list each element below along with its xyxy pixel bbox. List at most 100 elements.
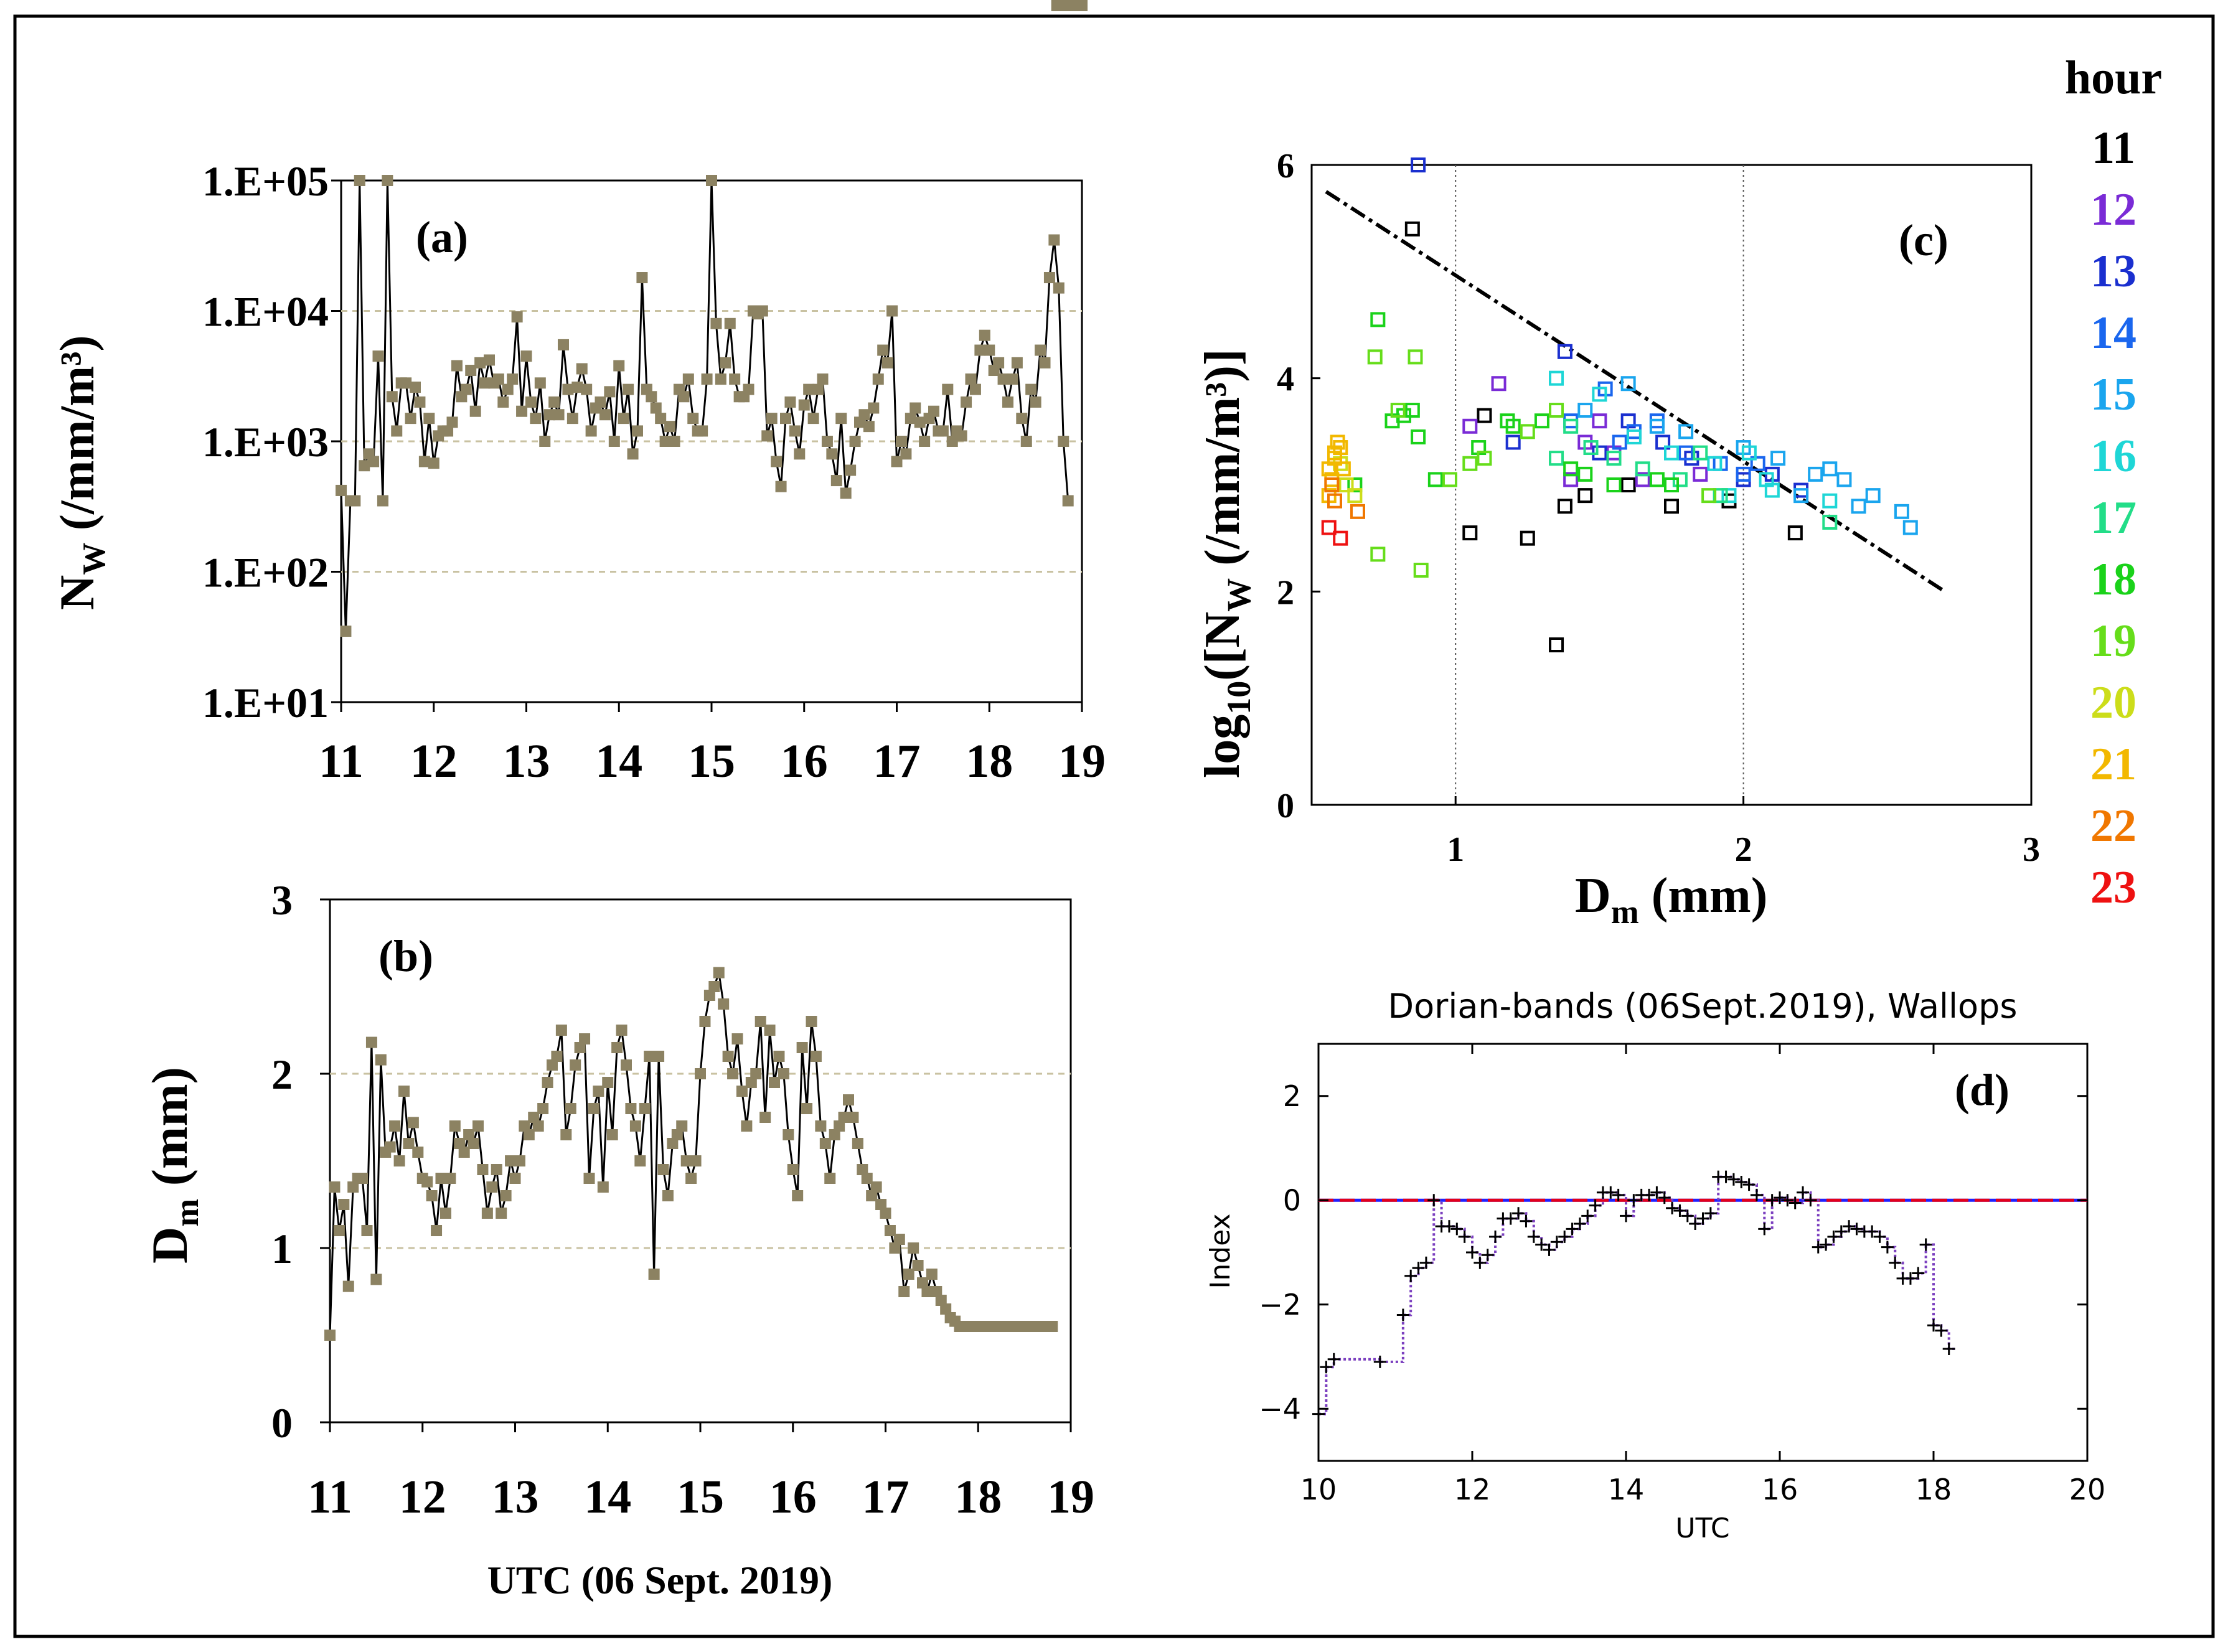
panel-c-point bbox=[1707, 456, 1723, 471]
panel-c-ytick-label: 4 bbox=[1277, 360, 1294, 399]
panel-b-point bbox=[727, 1068, 739, 1079]
panel-b-point bbox=[625, 1103, 637, 1114]
panel-c-point bbox=[1413, 563, 1429, 578]
panel-a-point bbox=[650, 402, 662, 414]
panel-c-point bbox=[1563, 418, 1579, 434]
panel-b-point bbox=[616, 1025, 628, 1036]
panel-a-point bbox=[1035, 344, 1046, 356]
panel-b-point bbox=[477, 1164, 489, 1175]
panel-b-point bbox=[703, 990, 715, 1001]
panel-a-point bbox=[993, 357, 1005, 368]
panel-b-point bbox=[838, 1112, 850, 1123]
panel-b-point bbox=[458, 1147, 470, 1158]
panel-d-point bbox=[1427, 1194, 1441, 1207]
panel-a-ytick-label: 1.E+01 bbox=[202, 679, 329, 726]
panel-a-point bbox=[798, 399, 810, 411]
panel-c-point bbox=[1390, 403, 1406, 418]
legend-hour-label: 21 bbox=[2090, 739, 2136, 790]
panel-a-point bbox=[845, 464, 857, 476]
panel-b-point bbox=[796, 1042, 808, 1053]
panel-c-point bbox=[1549, 370, 1564, 386]
panel-b-point bbox=[393, 1155, 405, 1166]
panel-b-point bbox=[653, 1051, 665, 1062]
panel-a-point bbox=[1025, 383, 1037, 395]
panel-a-ytick-label: 1.E+04 bbox=[202, 288, 329, 336]
panel-a-point bbox=[669, 436, 680, 447]
panel-c-ytick-label: 6 bbox=[1277, 147, 1294, 185]
panel-c-point bbox=[1649, 472, 1665, 487]
panel-d-point bbox=[1797, 1186, 1810, 1199]
panel-a-point bbox=[613, 360, 625, 372]
panel-b-point bbox=[792, 1190, 804, 1201]
panel-c-point bbox=[1335, 461, 1351, 477]
panel-c-point bbox=[1350, 504, 1365, 519]
panel-d-point bbox=[1458, 1230, 1471, 1243]
panel-a-point bbox=[391, 425, 403, 437]
panel-d: −4 −2 0 2 10 12 14 16 18 20 Dorian-bands (06Sept… bbox=[1205, 987, 2105, 1544]
panel-b-point bbox=[426, 1190, 438, 1201]
panel-b-point bbox=[509, 1173, 521, 1184]
panel-a-point bbox=[780, 413, 791, 425]
panel-b-point bbox=[680, 1155, 692, 1166]
panel-b-point bbox=[783, 1129, 794, 1140]
panel-a-point bbox=[895, 436, 907, 447]
panel-d-xtick-label: 16 bbox=[1762, 1473, 1798, 1506]
panel-b-point bbox=[472, 1120, 484, 1132]
panel-c-point bbox=[1620, 376, 1636, 392]
panel-a-point bbox=[585, 425, 597, 437]
panel-a-xtick-label: 18 bbox=[966, 735, 1013, 787]
panel-c-point bbox=[1442, 472, 1457, 487]
panel-c-point bbox=[1822, 493, 1838, 509]
panel-d-xtick-label: 18 bbox=[1915, 1473, 1952, 1506]
panel-c-ytick-label: 2 bbox=[1277, 573, 1294, 612]
panel-d-point bbox=[1735, 1175, 1748, 1188]
panel-a-point bbox=[937, 425, 949, 437]
panel-d-point bbox=[1789, 1196, 1802, 1209]
panel-b-point bbox=[718, 998, 730, 1010]
panel-c-xtick-label: 2 bbox=[1735, 830, 1752, 869]
panel-a-point bbox=[414, 396, 426, 408]
panel-a-point bbox=[1053, 282, 1065, 294]
panel-c-xtick-label: 3 bbox=[2023, 830, 2040, 869]
panel-a-point bbox=[354, 175, 365, 186]
panel-c-point bbox=[1635, 461, 1650, 477]
panel-a-point bbox=[460, 383, 472, 395]
panel-c-point bbox=[1664, 445, 1679, 461]
panel-c-point bbox=[1592, 387, 1607, 402]
panel-c-point bbox=[1894, 504, 1909, 519]
panel-b-point bbox=[583, 1173, 595, 1184]
panel-b-point bbox=[528, 1112, 540, 1123]
panel-a-point bbox=[956, 430, 967, 442]
panel-c-point bbox=[1462, 456, 1478, 471]
panel-b-point bbox=[629, 1120, 641, 1132]
panel-c-point bbox=[1347, 488, 1363, 504]
panel-d-point bbox=[1912, 1267, 1925, 1280]
panel-a-point bbox=[900, 448, 912, 460]
panel-b-point bbox=[829, 1129, 840, 1140]
panel-d-point bbox=[1620, 1209, 1632, 1223]
panel-b-point bbox=[398, 1086, 410, 1097]
legend-hour-label: 11 bbox=[2092, 123, 2135, 174]
panel-a-point bbox=[1020, 436, 1032, 447]
panel-b-point bbox=[491, 1164, 502, 1175]
panel-b-point bbox=[667, 1138, 679, 1149]
panel-c-point bbox=[1577, 466, 1593, 482]
panel-a-point bbox=[604, 386, 616, 398]
panel-a-point bbox=[595, 396, 606, 408]
panel-a-point bbox=[581, 383, 593, 395]
legend-title: hour bbox=[2065, 52, 2162, 104]
panel-b-point bbox=[884, 1225, 896, 1236]
panel-b-point bbox=[560, 1129, 572, 1140]
panel-c-point bbox=[1549, 403, 1564, 418]
panel-b-point bbox=[819, 1138, 831, 1149]
legend-hour-label: 20 bbox=[2090, 677, 2136, 728]
panel-d-point bbox=[1650, 1186, 1663, 1199]
panel-d-point bbox=[1489, 1230, 1502, 1243]
panel-b-point bbox=[384, 1141, 396, 1153]
panel-d-point bbox=[1604, 1186, 1617, 1199]
panel-d-point bbox=[1396, 1308, 1409, 1321]
panel-a-ytick-label: 1.E+05 bbox=[202, 157, 329, 205]
panel-b-point bbox=[606, 1129, 618, 1140]
panel-d-point bbox=[1719, 1170, 1732, 1183]
